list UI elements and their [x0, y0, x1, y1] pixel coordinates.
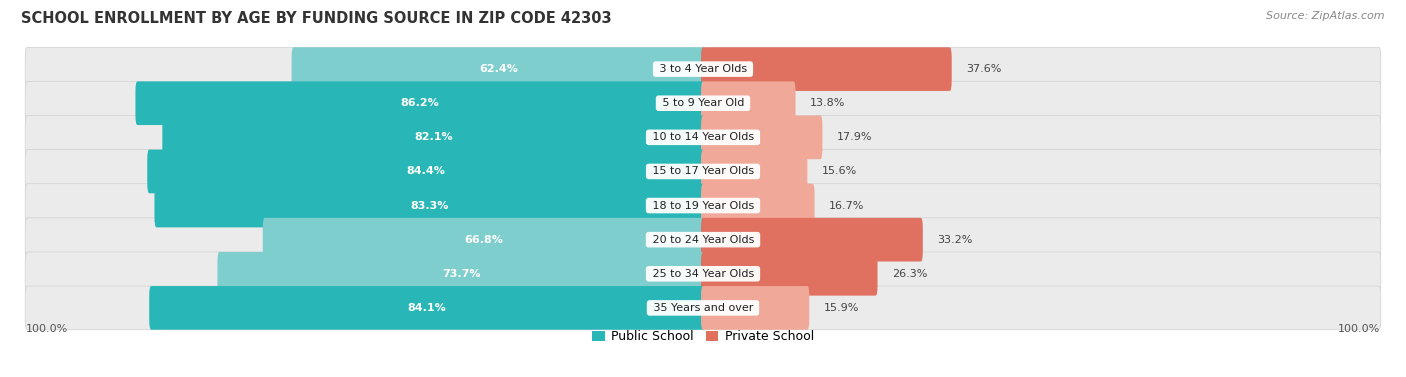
Text: 33.2%: 33.2% [938, 234, 973, 245]
FancyBboxPatch shape [702, 218, 922, 262]
Text: 13.8%: 13.8% [810, 98, 845, 108]
FancyBboxPatch shape [25, 150, 1381, 193]
FancyBboxPatch shape [25, 218, 1381, 262]
Text: 18 to 19 Year Olds: 18 to 19 Year Olds [648, 201, 758, 211]
FancyBboxPatch shape [25, 184, 1381, 227]
FancyBboxPatch shape [291, 47, 704, 91]
FancyBboxPatch shape [155, 184, 704, 227]
Text: 10 to 14 Year Olds: 10 to 14 Year Olds [648, 132, 758, 143]
FancyBboxPatch shape [25, 286, 1381, 330]
FancyBboxPatch shape [135, 81, 704, 125]
Text: 100.0%: 100.0% [25, 324, 67, 334]
FancyBboxPatch shape [25, 115, 1381, 159]
Text: 20 to 24 Year Olds: 20 to 24 Year Olds [648, 234, 758, 245]
Text: 84.1%: 84.1% [408, 303, 447, 313]
FancyBboxPatch shape [25, 47, 1381, 91]
Text: 66.8%: 66.8% [464, 234, 503, 245]
FancyBboxPatch shape [702, 47, 952, 91]
Text: 62.4%: 62.4% [479, 64, 517, 74]
Text: 15 to 17 Year Olds: 15 to 17 Year Olds [648, 166, 758, 176]
FancyBboxPatch shape [702, 184, 814, 227]
FancyBboxPatch shape [148, 150, 704, 193]
Text: 16.7%: 16.7% [830, 201, 865, 211]
Text: 100.0%: 100.0% [1339, 324, 1381, 334]
Text: 15.6%: 15.6% [821, 166, 858, 176]
Text: 82.1%: 82.1% [415, 132, 453, 143]
FancyBboxPatch shape [702, 252, 877, 296]
Text: 26.3%: 26.3% [891, 269, 928, 279]
FancyBboxPatch shape [25, 81, 1381, 125]
FancyBboxPatch shape [218, 252, 704, 296]
Text: 15.9%: 15.9% [824, 303, 859, 313]
FancyBboxPatch shape [702, 286, 810, 330]
Text: 3 to 4 Year Olds: 3 to 4 Year Olds [655, 64, 751, 74]
Legend: Public School, Private School: Public School, Private School [588, 325, 818, 348]
Text: 84.4%: 84.4% [406, 166, 446, 176]
Text: 37.6%: 37.6% [966, 64, 1001, 74]
Text: 35 Years and over: 35 Years and over [650, 303, 756, 313]
FancyBboxPatch shape [702, 150, 807, 193]
Text: SCHOOL ENROLLMENT BY AGE BY FUNDING SOURCE IN ZIP CODE 42303: SCHOOL ENROLLMENT BY AGE BY FUNDING SOUR… [21, 11, 612, 26]
Text: 5 to 9 Year Old: 5 to 9 Year Old [658, 98, 748, 108]
Text: 86.2%: 86.2% [401, 98, 440, 108]
FancyBboxPatch shape [263, 218, 704, 262]
Text: 25 to 34 Year Olds: 25 to 34 Year Olds [648, 269, 758, 279]
Text: 17.9%: 17.9% [837, 132, 872, 143]
FancyBboxPatch shape [162, 115, 704, 159]
FancyBboxPatch shape [149, 286, 704, 330]
FancyBboxPatch shape [25, 252, 1381, 296]
FancyBboxPatch shape [702, 81, 796, 125]
Text: 83.3%: 83.3% [411, 201, 449, 211]
Text: Source: ZipAtlas.com: Source: ZipAtlas.com [1267, 11, 1385, 21]
Text: 73.7%: 73.7% [441, 269, 481, 279]
FancyBboxPatch shape [702, 115, 823, 159]
